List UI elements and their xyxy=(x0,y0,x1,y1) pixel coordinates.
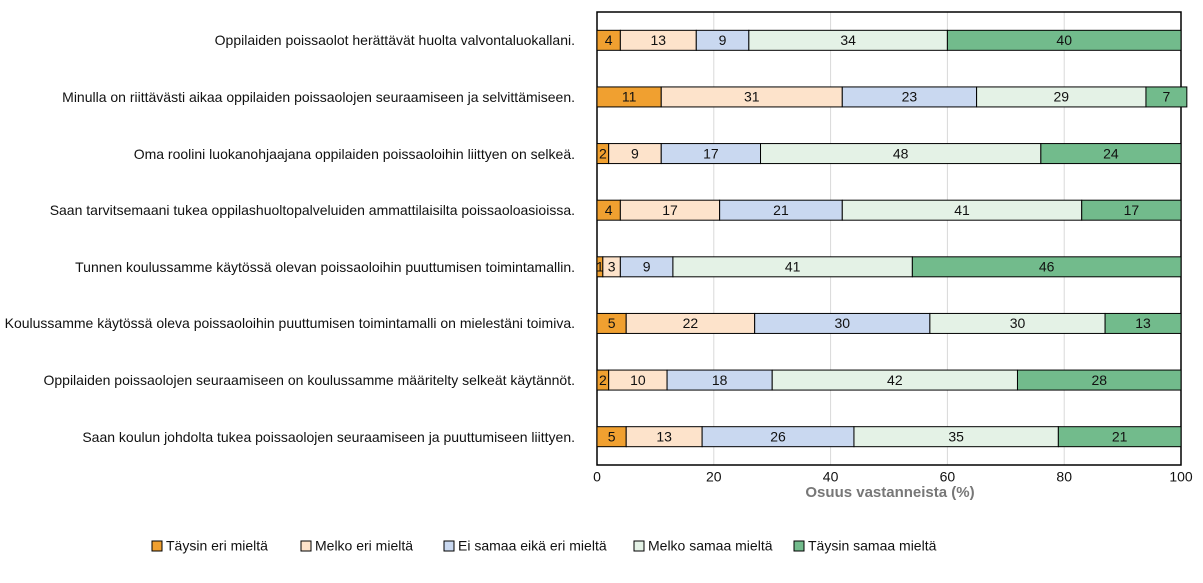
bar-segment xyxy=(1145,86,1188,108)
x-tick-label: 60 xyxy=(940,469,956,485)
bar-segment xyxy=(1016,369,1182,391)
value-label: 35 xyxy=(948,428,964,444)
value-label: 13 xyxy=(656,428,672,444)
value-label: 7 xyxy=(1163,89,1171,105)
value-label: 10 xyxy=(630,372,646,388)
value-label: 17 xyxy=(703,145,719,161)
value-label: 17 xyxy=(1124,202,1140,218)
value-label: 24 xyxy=(1103,145,1119,161)
value-label: 5 xyxy=(608,428,616,444)
category-label: Oppilaiden poissaolot herättävät huolta … xyxy=(214,32,575,49)
legend-label: Ei samaa eikä eri mieltä xyxy=(458,538,607,554)
value-label: 21 xyxy=(1112,428,1128,444)
value-label: 41 xyxy=(785,259,801,275)
legend-swatch xyxy=(443,540,455,552)
bar-segment xyxy=(1081,199,1182,221)
value-label: 2 xyxy=(599,372,607,388)
value-label: 5 xyxy=(608,315,616,331)
value-label: 22 xyxy=(683,315,699,331)
legend-swatch xyxy=(300,540,312,552)
value-label: 4 xyxy=(605,202,613,218)
value-label: 2 xyxy=(599,145,607,161)
plot-border xyxy=(596,11,1182,466)
value-label: 1 xyxy=(596,259,604,275)
category-label: Koulussamme käytössä oleva poissaoloihin… xyxy=(4,315,575,332)
bar-segment xyxy=(911,256,1182,278)
value-label: 21 xyxy=(773,202,789,218)
x-tick-label: 40 xyxy=(823,469,839,485)
bar-segment xyxy=(1104,312,1182,334)
legend-swatch xyxy=(151,540,163,552)
value-label: 9 xyxy=(643,259,651,275)
value-label: 30 xyxy=(834,315,850,331)
value-label: 9 xyxy=(719,32,727,48)
category-label: Saan tarvitsemaani tukea oppilashuoltopa… xyxy=(49,202,575,219)
value-label: 13 xyxy=(1135,315,1151,331)
bar-segment xyxy=(1057,426,1182,448)
x-tick-label: 80 xyxy=(1056,469,1072,485)
value-label: 31 xyxy=(744,89,760,105)
legend-swatch xyxy=(793,540,805,552)
value-label: 40 xyxy=(1056,32,1072,48)
value-label: 46 xyxy=(1039,259,1055,275)
value-label: 9 xyxy=(631,145,639,161)
value-label: 4 xyxy=(605,32,613,48)
value-label: 17 xyxy=(662,202,678,218)
x-axis-title: Osuus vastanneista (%) xyxy=(805,484,974,501)
legend-label: Täysin eri mieltä xyxy=(166,538,268,554)
category-label: Minulla on riittävästi aikaa oppilaiden … xyxy=(62,88,575,105)
category-label: Oppilaiden poissaolojen seuraamiseen on … xyxy=(43,372,575,389)
bar-segment xyxy=(946,29,1182,51)
bar-segment xyxy=(1040,143,1182,165)
value-label: 30 xyxy=(1010,315,1026,331)
value-label: 18 xyxy=(712,372,728,388)
value-label: 13 xyxy=(651,32,667,48)
value-label: 42 xyxy=(887,372,903,388)
value-label: 34 xyxy=(840,32,856,48)
value-label: 28 xyxy=(1091,372,1107,388)
value-label: 3 xyxy=(608,259,616,275)
legend-label: Täysin samaa mieltä xyxy=(808,538,937,554)
plot-area xyxy=(597,12,1181,465)
value-label: 29 xyxy=(1053,89,1069,105)
value-label: 11 xyxy=(622,89,637,105)
x-tick-label: 100 xyxy=(1169,469,1193,485)
category-label: Tunnen koulussamme käytössä olevan poiss… xyxy=(75,258,575,275)
legend-swatch xyxy=(633,540,645,552)
value-label: 23 xyxy=(902,89,918,105)
x-tick-label: 0 xyxy=(593,469,601,485)
x-tick-label: 20 xyxy=(706,469,722,485)
value-label: 41 xyxy=(954,202,970,218)
category-label: Oma roolini luokanohjaajana oppilaiden p… xyxy=(133,145,575,162)
legend-label: Melko eri mieltä xyxy=(315,538,413,554)
legend-label: Melko samaa mieltä xyxy=(648,538,773,554)
category-label: Saan koulun johdolta tukea poissaolojen … xyxy=(82,428,575,445)
value-label: 26 xyxy=(770,428,786,444)
value-label: 48 xyxy=(893,145,909,161)
